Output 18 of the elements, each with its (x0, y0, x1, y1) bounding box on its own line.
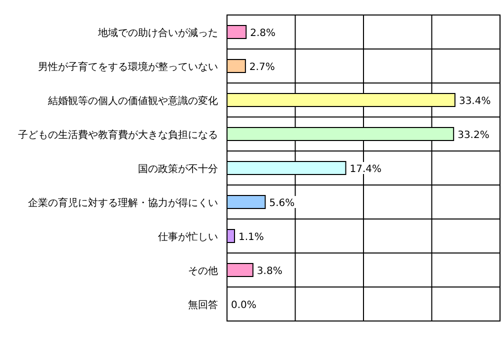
y-tick-label: 子どもの生活費や教育費が大きな負担になる (18, 129, 218, 141)
y-tick-label: 男性が子育てをする環境が整っていない (38, 61, 218, 73)
data-label: 1.1% (238, 232, 264, 243)
data-label: 0.0% (231, 300, 256, 311)
data-label: 33.2% (458, 130, 490, 141)
data-label: 33.4% (458, 96, 491, 107)
data-label: 3.8% (256, 266, 282, 277)
data-label: 2.8% (250, 28, 276, 39)
y-tick-label: 国の政策が不十分 (138, 163, 218, 175)
data-label: 2.7% (249, 62, 275, 73)
y-tick-label: 企業の育児に対する理解・協力が得にくい (28, 197, 218, 209)
y-tick-label: 無回答 (188, 299, 218, 311)
data-label: 17.4% (350, 164, 382, 175)
y-tick-label: 仕事が忙しい (158, 231, 218, 243)
y-tick-label: 地域での助け合いが減った (97, 27, 218, 39)
y-tick-label: その他 (188, 265, 218, 277)
y-tick-label: 結婚観等の個人の価値観や意識の変化 (47, 95, 218, 107)
data-label: 5.6% (269, 198, 295, 209)
